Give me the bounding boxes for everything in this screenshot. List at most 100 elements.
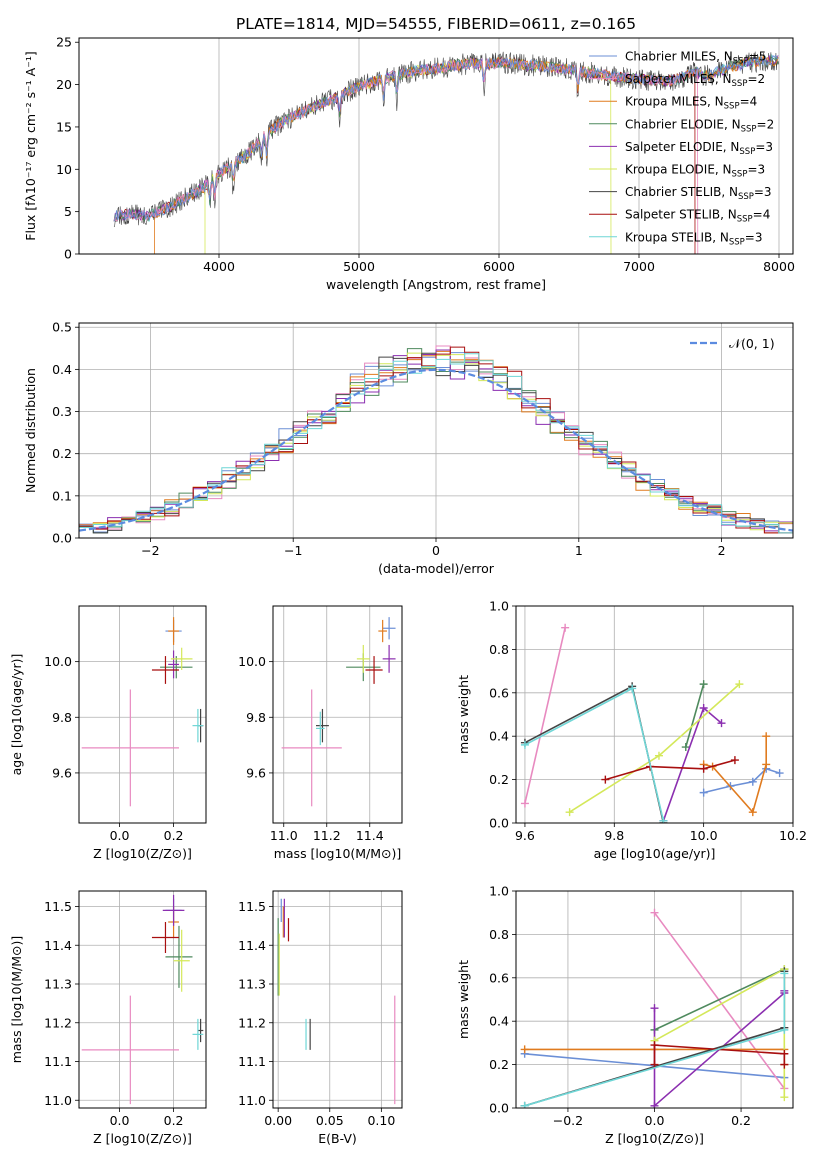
series-marker bbox=[601, 775, 610, 784]
age-vs-metallicity-panel: 0.0 0.2 9.6 9.8 10.0 Z [log10(Z/Z⊙)] age [log1… bbox=[9, 605, 207, 861]
series-marker bbox=[730, 756, 739, 765]
series-marker bbox=[520, 740, 529, 749]
y-tick-label: 0.8 bbox=[489, 642, 509, 657]
residuals-panel: −2 −1 0 1 2 0.0 0.1 0.2 0.3 0.4 0.5 (data-model)/er… bbox=[23, 320, 794, 576]
y-tick-label: 11.2 bbox=[44, 1015, 72, 1030]
x-axis-label: (data-model)/error bbox=[378, 561, 495, 576]
axes-frame bbox=[78, 605, 207, 824]
legend-entry: Salpeter ELODIE, NSSP=3 bbox=[625, 140, 773, 157]
axes-frame bbox=[272, 890, 403, 1109]
y-axis-label: mass weight bbox=[456, 675, 471, 754]
histogram-salpeter-elodie bbox=[79, 349, 793, 532]
y-tick-label: 0.8 bbox=[489, 927, 509, 942]
series-kroupa-stelib bbox=[520, 684, 668, 823]
series-marker bbox=[780, 1093, 789, 1102]
series-line bbox=[524, 685, 665, 823]
series-line bbox=[524, 687, 665, 821]
series-marker bbox=[748, 777, 757, 786]
series-marker bbox=[650, 1101, 659, 1108]
series-marker bbox=[628, 684, 637, 693]
plot-area bbox=[113, 51, 779, 254]
point-chabrier-stelib bbox=[316, 708, 329, 743]
x-tick-label: −2 bbox=[141, 543, 159, 558]
series-marker bbox=[565, 808, 574, 817]
y-tick-label: 11.5 bbox=[238, 899, 266, 914]
x-tick-label: 0.2 bbox=[164, 1113, 184, 1128]
point-salpeter-elodie bbox=[162, 894, 185, 926]
series-marker bbox=[735, 680, 744, 689]
x-tick-label: 10.2 bbox=[779, 828, 807, 843]
y-tick-label: 11.5 bbox=[44, 899, 72, 914]
x-tick-label: 0.05 bbox=[316, 1113, 344, 1128]
series-chabrier-elodie bbox=[650, 965, 789, 1034]
legend-entry: Salpeter STELIB, NSSP=4 bbox=[625, 208, 770, 225]
series-marker bbox=[780, 969, 789, 978]
x-tick-label: 0 bbox=[432, 543, 440, 558]
series-marker bbox=[650, 908, 659, 917]
legend-entry: Chabrier ELODIE, NSSP=2 bbox=[625, 117, 774, 134]
series-marker bbox=[762, 760, 771, 769]
y-tick-label: 20 bbox=[56, 77, 72, 92]
spectrum-legend: Chabrier MILES, NSSP=5 Salpeter MILES, NS… bbox=[589, 50, 774, 247]
y-axis-label: Flux [fλ10⁻¹⁷ erg cm⁻² s⁻¹ A⁻¹] bbox=[23, 51, 38, 240]
series-marker bbox=[748, 808, 757, 817]
y-tick-label: 0.5 bbox=[52, 320, 72, 335]
x-tick-label: 2 bbox=[718, 543, 726, 558]
plot-area bbox=[281, 617, 396, 807]
point-salpeter-miles bbox=[281, 689, 342, 807]
series-marker bbox=[520, 1045, 529, 1054]
spectrum-line-chabrier-miles bbox=[113, 54, 779, 222]
x-tick-label: 11.4 bbox=[356, 828, 384, 843]
series-marker bbox=[780, 1049, 789, 1058]
point-kroupa-stelib bbox=[192, 708, 204, 743]
series-marker bbox=[650, 1041, 659, 1050]
y-tick-label: 0.6 bbox=[489, 970, 509, 985]
x-axis-label: Z [log10(Z/Z⊙)] bbox=[93, 1131, 192, 1146]
y-tick-label: 0.2 bbox=[489, 1057, 509, 1072]
y-tick-label: 0.3 bbox=[52, 404, 72, 419]
mass-vs-extinction-panel: 0.00 0.05 0.10 11.0 11.1 11.2 11.3 11.4 11.5 E(B-… bbox=[238, 890, 403, 1146]
y-tick-label: 15 bbox=[56, 119, 72, 134]
x-tick-label: 6000 bbox=[483, 259, 515, 274]
y-tick-label: 0.2 bbox=[52, 446, 72, 461]
point-salpeter-stelib bbox=[365, 656, 383, 684]
y-tick-label: 11.2 bbox=[238, 1015, 266, 1030]
y-tick-label: 5 bbox=[64, 204, 72, 219]
weight-vs-metallicity-panel: −0.2 0.0 0.2 0.0 0.2 0.4 0.6 0.8 1.0 Z [log10(Z/Z… bbox=[456, 884, 794, 1146]
weight-vs-age-panel: 9.6 9.8 10.0 10.2 0.0 0.2 0.4 0.6 0.8 1.0 age [log… bbox=[456, 599, 807, 862]
axes-frame bbox=[78, 37, 794, 255]
series-marker bbox=[520, 1101, 529, 1108]
x-tick-label: 11.0 bbox=[270, 828, 298, 843]
x-axis-label: Z [log10(Z/Z⊙)] bbox=[93, 846, 192, 861]
series-line bbox=[653, 912, 785, 1089]
series-kroupa-elodie bbox=[565, 680, 744, 817]
y-tick-label: 9.6 bbox=[246, 765, 266, 780]
point-kroupa-stelib bbox=[192, 1018, 204, 1050]
axes-frame bbox=[272, 605, 403, 824]
axes-frame bbox=[78, 890, 207, 1109]
y-tick-label: 11.4 bbox=[238, 938, 266, 953]
x-tick-label: 5000 bbox=[343, 259, 375, 274]
series-marker bbox=[775, 769, 784, 778]
series-salpeter-miles bbox=[520, 623, 570, 808]
y-axis-label: mass [log10(M/M⊙)] bbox=[9, 936, 24, 1064]
series-marker bbox=[699, 788, 708, 797]
y-tick-label: 0.0 bbox=[489, 1101, 509, 1116]
y-tick-label: 1.0 bbox=[489, 599, 509, 614]
y-tick-label: 25 bbox=[56, 35, 72, 50]
y-tick-label: 0 bbox=[64, 247, 72, 262]
series-marker bbox=[650, 1004, 659, 1013]
y-tick-label: 10.0 bbox=[44, 654, 72, 669]
mass-vs-metallicity-panel: 0.0 0.2 11.0 11.1 11.2 11.3 11.4 11.5 Z [log10(Z… bbox=[9, 890, 207, 1146]
plot-area bbox=[81, 617, 204, 807]
x-axis-label: age [log10(age/yr)] bbox=[594, 846, 716, 861]
series-salpeter-stelib bbox=[601, 756, 739, 784]
point-salpeter-stelib bbox=[151, 656, 179, 684]
y-tick-label: 0.1 bbox=[52, 488, 72, 503]
plot-area bbox=[79, 345, 793, 534]
series-marker bbox=[717, 719, 726, 728]
y-axis-label: age [log10(age/yr)] bbox=[9, 654, 24, 776]
series-marker bbox=[520, 799, 529, 808]
point-kroupa-elodie bbox=[356, 644, 370, 673]
